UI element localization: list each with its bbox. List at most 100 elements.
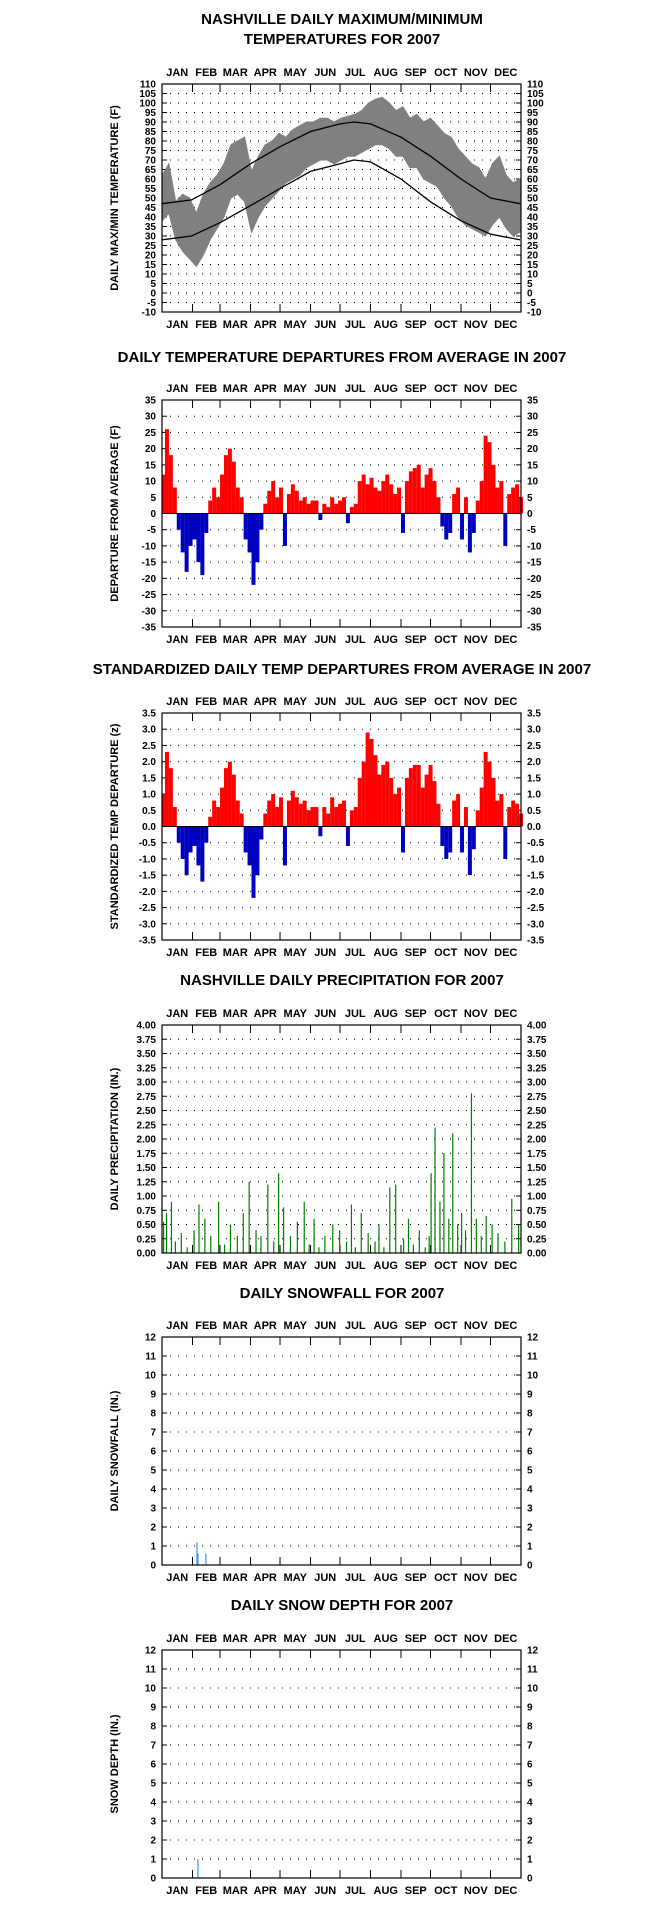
- month-label-top: OCT: [434, 67, 458, 79]
- bar: [401, 826, 406, 853]
- bar: [302, 497, 307, 514]
- month-label-bottom: APR: [254, 634, 277, 646]
- y-tick-label-right: -2.5: [527, 903, 545, 914]
- bar: [196, 1542, 198, 1565]
- bar: [495, 800, 500, 827]
- month-label-top: DEC: [494, 383, 517, 395]
- month-label-top: SEP: [405, 1633, 427, 1645]
- month-label-bottom: OCT: [434, 634, 458, 646]
- y-tick-label-left: -2.0: [139, 887, 157, 898]
- bar: [235, 487, 240, 514]
- y-tick-label-right: 1.75: [527, 1149, 547, 1160]
- month-label-top: DEC: [494, 696, 517, 708]
- bar: [322, 807, 327, 827]
- bar: [385, 761, 390, 827]
- month-label-bottom: JAN: [166, 1885, 188, 1897]
- y-tick-label-left: -10: [142, 541, 157, 552]
- y-tick-label-left: 1.0: [142, 790, 156, 801]
- bar: [461, 1213, 463, 1253]
- bar: [408, 471, 413, 514]
- month-label-bottom: SEP: [405, 319, 427, 331]
- bar: [507, 807, 512, 827]
- month-label-bottom: DEC: [494, 319, 517, 331]
- bar: [424, 474, 429, 514]
- bar: [412, 468, 417, 514]
- bar: [412, 764, 417, 827]
- y-tick-label-left: 4.00: [137, 1021, 157, 1032]
- bar: [200, 826, 205, 882]
- y-tick-label-right: 55: [527, 184, 539, 195]
- y-tick-label-left: 40: [145, 213, 157, 224]
- bar: [369, 738, 374, 827]
- y-tick-label-left: 2.75: [137, 1092, 157, 1103]
- plot-frame: [161, 712, 522, 941]
- y-tick-label-right: 2: [527, 1836, 533, 1847]
- bar: [314, 500, 319, 514]
- bar: [373, 487, 378, 514]
- y-tick-label-left: 0.0: [142, 822, 156, 833]
- y-tick-label-right: -10: [527, 541, 542, 552]
- month-label-bottom: SEP: [405, 1260, 427, 1272]
- month-label-bottom: AUG: [374, 634, 398, 646]
- y-tick-label-left: 0.50: [137, 1220, 157, 1231]
- bar: [267, 490, 272, 514]
- bar: [497, 1233, 499, 1253]
- y-tick-label-left: 55: [145, 184, 157, 195]
- month-label-bottom: MAY: [284, 947, 308, 959]
- bar: [436, 803, 441, 827]
- bar: [389, 777, 394, 827]
- bar: [374, 1241, 376, 1253]
- bar: [341, 497, 346, 514]
- bar: [475, 500, 480, 514]
- y-tick-label-left: 105: [139, 89, 156, 100]
- bar: [180, 826, 185, 859]
- bar: [373, 755, 378, 827]
- bar: [353, 503, 358, 514]
- bar: [416, 464, 421, 514]
- y-tick-label-right: 0.0: [527, 822, 541, 833]
- bar: [389, 484, 394, 514]
- month-label-bottom: MAR: [223, 634, 248, 646]
- y-tick-label-left: 2.0: [142, 757, 156, 768]
- month-label-top: SEP: [405, 1008, 427, 1020]
- y-tick-label-right: 0: [527, 509, 533, 520]
- bar: [174, 1241, 176, 1253]
- month-label-bottom: DEC: [494, 634, 517, 646]
- bar: [350, 1204, 353, 1253]
- bar: [397, 787, 402, 827]
- bar: [503, 826, 508, 859]
- bar: [162, 474, 166, 514]
- y-tick-label-left: 12: [145, 1646, 157, 1657]
- bar: [267, 1184, 269, 1253]
- month-label-top: AUG: [374, 1008, 398, 1020]
- bar: [229, 1224, 232, 1253]
- bar: [184, 513, 189, 572]
- bar: [361, 761, 366, 827]
- y-tick-label-right: 12: [527, 1333, 539, 1344]
- y-tick-label-left: 10: [145, 1684, 157, 1695]
- y-tick-label-left: 3.25: [137, 1063, 157, 1074]
- bar: [188, 513, 193, 546]
- y-tick-label-left: 4: [150, 1485, 156, 1496]
- bar: [479, 481, 484, 514]
- month-label-bottom: FEB: [195, 1572, 217, 1584]
- y-tick-label-left: 3.0: [142, 725, 156, 736]
- month-label-top: JUL: [345, 383, 366, 395]
- bar: [271, 481, 276, 514]
- y-tick-label-right: 3.00: [527, 1078, 547, 1089]
- bar: [443, 1153, 445, 1253]
- bar: [243, 826, 248, 853]
- y-tick-label-right: -1.5: [527, 871, 545, 882]
- bar: [294, 797, 299, 827]
- chart-title: DAILY SNOWFALL FOR 2007: [240, 1285, 445, 1302]
- y-tick-label-right: 95: [527, 108, 539, 119]
- chart-temps: NASHVILLE DAILY MAXIMUM/MINIMUM TEMPERATU…: [109, 11, 544, 331]
- y-tick-label-right: 3: [527, 1817, 533, 1828]
- bar: [251, 826, 256, 898]
- y-tick-label-left: 30: [145, 412, 157, 423]
- bar: [463, 807, 468, 827]
- bar: [184, 826, 189, 876]
- bar: [204, 1218, 206, 1253]
- y-tick-label-left: 15: [145, 460, 157, 471]
- month-label-bottom: MAY: [284, 1572, 308, 1584]
